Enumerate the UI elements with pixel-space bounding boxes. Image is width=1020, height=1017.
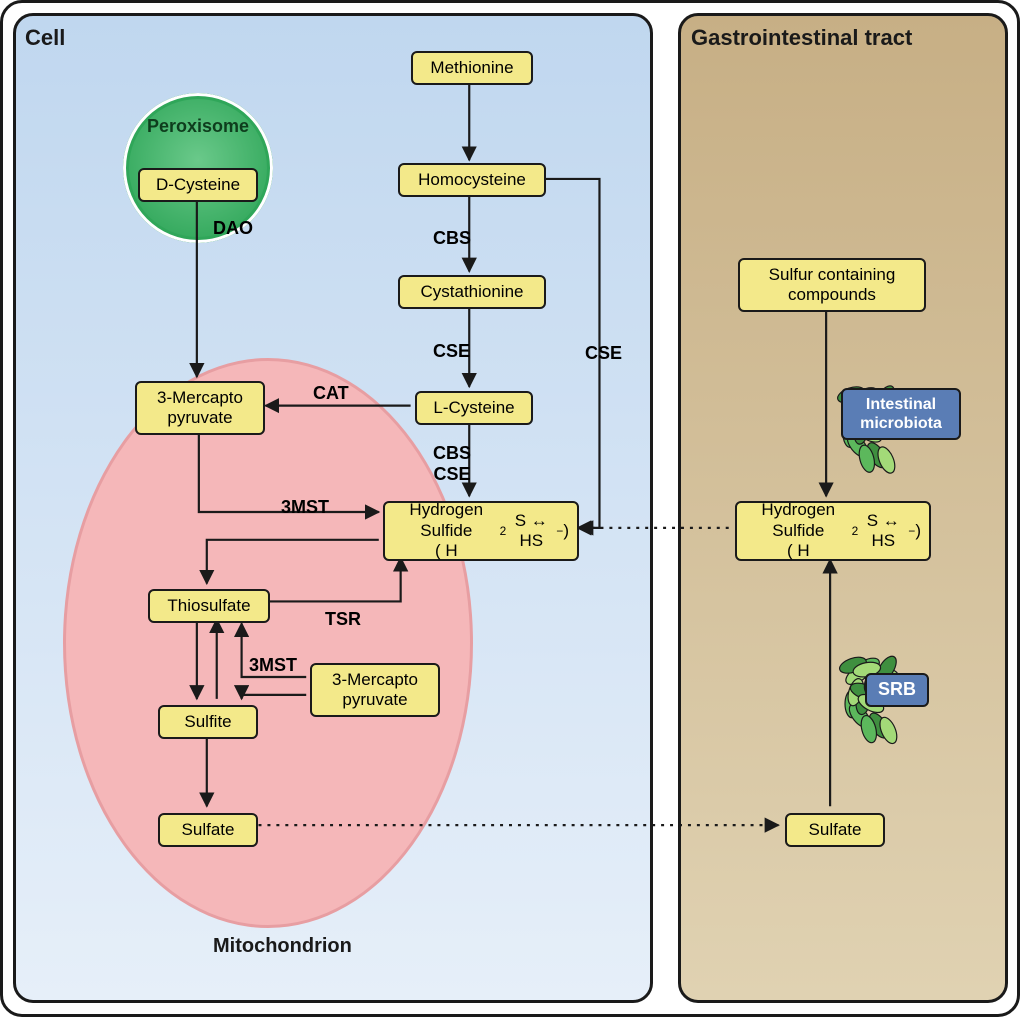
- node-h2s_cell: Hydrogen Sulfide( H2S ↔ HS− ): [383, 501, 579, 561]
- badge-microbiota: Intestinal microbiota: [841, 388, 961, 440]
- node-cystathionine: Cystathionine: [398, 275, 546, 309]
- node-thiosulfate: Thiosulfate: [148, 589, 270, 623]
- cell-title: Cell: [25, 25, 65, 51]
- edge-label-tsr: TSR: [325, 609, 361, 630]
- edge-label-mst3: 3MST: [281, 497, 329, 518]
- node-lcysteine: L-Cysteine: [415, 391, 533, 425]
- node-homocysteine: Homocysteine: [398, 163, 546, 197]
- edge-label-cse2: CSE: [585, 343, 622, 364]
- peroxisome-label: Peroxisome: [138, 116, 258, 137]
- node-methionine: Methionine: [411, 51, 533, 85]
- node-sulfate_cell: Sulfate: [158, 813, 258, 847]
- badge-srb: SRB: [865, 673, 929, 707]
- edge-label-cat: CAT: [313, 383, 349, 404]
- mitochondrion: [63, 358, 473, 928]
- node-sulfate_gi: Sulfate: [785, 813, 885, 847]
- node-sulfite: Sulfite: [158, 705, 258, 739]
- node-mercapto: 3-Mercapto pyruvate: [135, 381, 265, 435]
- node-mercapto2: 3-Mercapto pyruvate: [310, 663, 440, 717]
- node-h2s_gi: Hydrogen Sulfide( H2S ↔ HS− ): [735, 501, 931, 561]
- edge-label-mstmid: 3MST: [249, 655, 297, 676]
- edge-label-cse1: CSE: [433, 341, 470, 362]
- edge-label-cbs_cse: CBS CSE: [433, 443, 471, 484]
- node-dcysteine: D-Cysteine: [138, 168, 258, 202]
- mitochondrion-label: Mitochondrion: [213, 935, 352, 958]
- edge-label-dao: DAO: [213, 218, 253, 239]
- edge-label-cbs1: CBS: [433, 228, 471, 249]
- node-sulfur_cmpds: Sulfur containing compounds: [738, 258, 926, 312]
- gi-title: Gastrointestinal tract: [691, 25, 912, 51]
